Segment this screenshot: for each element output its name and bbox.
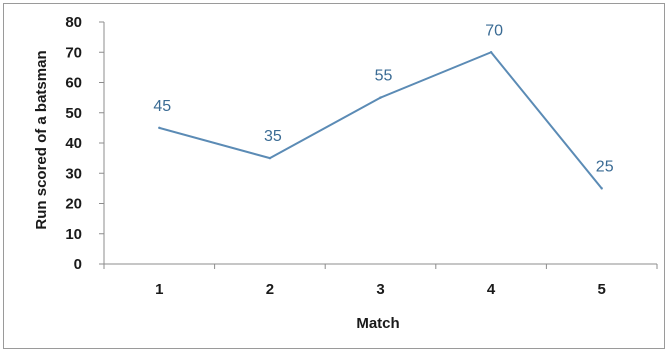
data-label: 55 [375, 68, 393, 85]
data-point [490, 51, 492, 53]
y-tick-label: 10 [65, 226, 82, 243]
data-label: 45 [153, 98, 171, 115]
y-axis-title: Run scored of a batsman [33, 50, 50, 229]
data-label: 35 [264, 128, 282, 145]
y-tick-label: 70 [65, 44, 82, 61]
data-point [158, 127, 160, 129]
data-label: 25 [596, 158, 614, 175]
x-tick-label: 5 [598, 281, 606, 298]
x-tick-label: 4 [487, 281, 496, 298]
y-axis: 0 10 20 30 40 50 60 70 80 [65, 14, 104, 273]
data-point [269, 157, 271, 159]
data-point [601, 187, 603, 189]
x-axis: 1 2 3 4 5 [104, 264, 657, 298]
x-tick-label: 1 [155, 281, 163, 298]
y-tick-label: 0 [74, 256, 82, 273]
y-tick-label: 20 [65, 196, 82, 213]
data-labels: 45 35 55 70 25 [153, 22, 613, 175]
y-tick-label: 30 [65, 165, 82, 182]
data-point [379, 96, 381, 98]
x-tick-label: 3 [376, 281, 384, 298]
x-axis-title: Match [356, 315, 399, 332]
data-label: 70 [485, 22, 503, 39]
y-tick-label: 60 [65, 75, 82, 92]
y-tick-label: 40 [65, 135, 82, 152]
y-tick-label: 50 [65, 105, 82, 122]
y-tick-label: 80 [65, 14, 82, 31]
x-tick-label: 2 [266, 281, 274, 298]
